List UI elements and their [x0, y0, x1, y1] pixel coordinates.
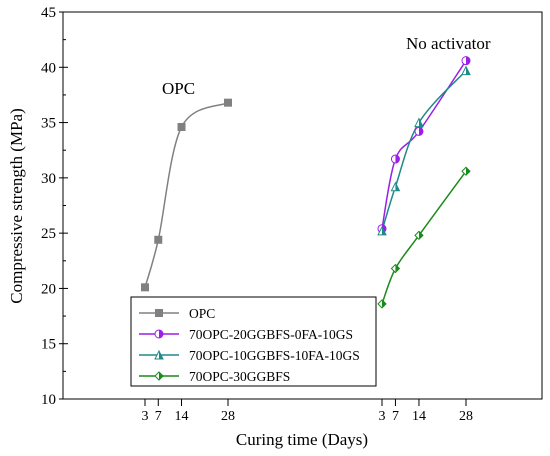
data-point [390, 181, 401, 192]
data-point [461, 166, 471, 176]
series-line-1 [381, 60, 467, 229]
x-tick-label: 28 [221, 409, 235, 424]
data-point [377, 299, 387, 309]
data-point [224, 98, 232, 107]
legend-swatch-marker [154, 329, 164, 339]
legend-swatch-marker [155, 309, 163, 317]
series-line-3 [381, 170, 467, 305]
series-line-2 [381, 70, 467, 232]
y-tick-label: 20 [41, 281, 56, 297]
y-tick-label: 35 [41, 116, 56, 132]
y-tick-label: 30 [41, 171, 56, 187]
x-tick-label: 3 [379, 409, 386, 424]
data-point [414, 230, 424, 241]
x-tick-label: 7 [155, 409, 162, 424]
data-point [414, 117, 424, 128]
y-tick-label: 40 [41, 60, 56, 76]
data-point [390, 154, 400, 164]
x-tick-label: 28 [459, 409, 473, 424]
group-label-no-activator: No activator [406, 34, 491, 53]
legend-label: 70OPC-10GGBFS-10FA-10GS [189, 348, 360, 363]
y-axis: 10 15 20 25 30 35 40 45 [41, 5, 68, 408]
legend-swatch-marker [154, 371, 164, 381]
series-markers [141, 56, 471, 309]
legend-label: 70OPC-20GGBFS-0FA-10GS [189, 327, 353, 342]
legend-item: 70OPC-30GGBFS [139, 369, 290, 384]
x-axis: 3 7 14 28 3 7 14 28 [142, 399, 473, 424]
y-axis-label: Compressive strength (MPa) [7, 108, 26, 303]
y-tick-label: 10 [41, 392, 56, 408]
legend: OPC 70OPC-20GGBFS-0FA-10GS 70OPC-10GGBFS-1… [130, 296, 377, 387]
data-point [141, 283, 149, 292]
series-line-0 [144, 101, 229, 288]
data-point [414, 126, 424, 136]
legend-box [130, 296, 377, 387]
x-axis-label: Curing time (Days) [236, 430, 368, 449]
y-tick-label: 25 [41, 226, 56, 242]
group-label-opc: OPC [162, 79, 195, 98]
data-point [377, 225, 387, 236]
data-point [154, 235, 163, 244]
x-tick-label: 14 [412, 409, 426, 424]
legend-item: 70OPC-10GGBFS-10FA-10GS [139, 348, 360, 363]
y-tick-label: 45 [41, 5, 56, 21]
legend-item: 70OPC-20GGBFS-0FA-10GS [139, 327, 353, 342]
data-point [461, 56, 471, 66]
data-point [177, 122, 186, 131]
x-tick-label: 7 [392, 409, 399, 424]
data-point [390, 263, 401, 274]
x-tick-label: 3 [142, 409, 149, 424]
y-tick-label: 15 [41, 337, 56, 353]
series-lines [144, 60, 467, 305]
legend-swatch-marker [154, 349, 164, 360]
legend-item: OPC [139, 306, 215, 321]
x-tick-label: 14 [175, 409, 189, 424]
legend-label: OPC [189, 306, 215, 321]
legend-label: 70OPC-30GGBFS [189, 369, 290, 384]
data-point [461, 65, 471, 76]
